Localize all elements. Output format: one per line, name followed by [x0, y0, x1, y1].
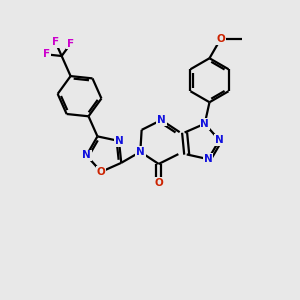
Text: N: N: [115, 136, 123, 146]
Text: F: F: [43, 50, 50, 59]
Text: O: O: [154, 178, 163, 188]
Text: O: O: [97, 167, 106, 177]
Text: N: N: [215, 135, 224, 145]
Text: F: F: [67, 38, 74, 49]
Text: N: N: [157, 115, 166, 125]
Text: O: O: [216, 34, 225, 44]
Text: N: N: [136, 147, 145, 157]
Text: N: N: [204, 154, 213, 164]
Text: F: F: [52, 37, 59, 47]
Text: N: N: [200, 119, 209, 129]
Text: N: N: [82, 150, 91, 161]
